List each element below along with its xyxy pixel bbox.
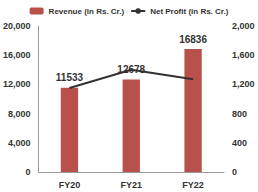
svg-text:16,000: 16,000: [3, 50, 31, 60]
svg-text:16836: 16836: [179, 34, 207, 45]
svg-text:0: 0: [26, 167, 31, 177]
svg-text:4,000: 4,000: [8, 138, 31, 148]
svg-text:FY20: FY20: [59, 180, 81, 190]
svg-text:FY21: FY21: [121, 180, 143, 190]
svg-text:FY22: FY22: [182, 180, 204, 190]
svg-text:400: 400: [232, 138, 247, 148]
svg-text:2,000: 2,000: [232, 21, 255, 31]
svg-text:12678: 12678: [117, 64, 146, 75]
svg-text:Revenue (in Rs. Cr.): Revenue (in Rs. Cr.): [49, 7, 125, 16]
svg-text:Net Profit (in Rs. Cr.): Net Profit (in Rs. Cr.): [150, 7, 229, 16]
svg-text:12,000: 12,000: [3, 79, 31, 89]
svg-text:1,200: 1,200: [232, 79, 255, 89]
svg-text:1,600: 1,600: [232, 50, 255, 60]
svg-text:11533: 11533: [56, 72, 84, 83]
svg-text:0: 0: [232, 167, 237, 177]
svg-text:800: 800: [232, 109, 247, 119]
svg-text:8,000: 8,000: [8, 109, 31, 119]
svg-text:20,000: 20,000: [3, 21, 31, 31]
